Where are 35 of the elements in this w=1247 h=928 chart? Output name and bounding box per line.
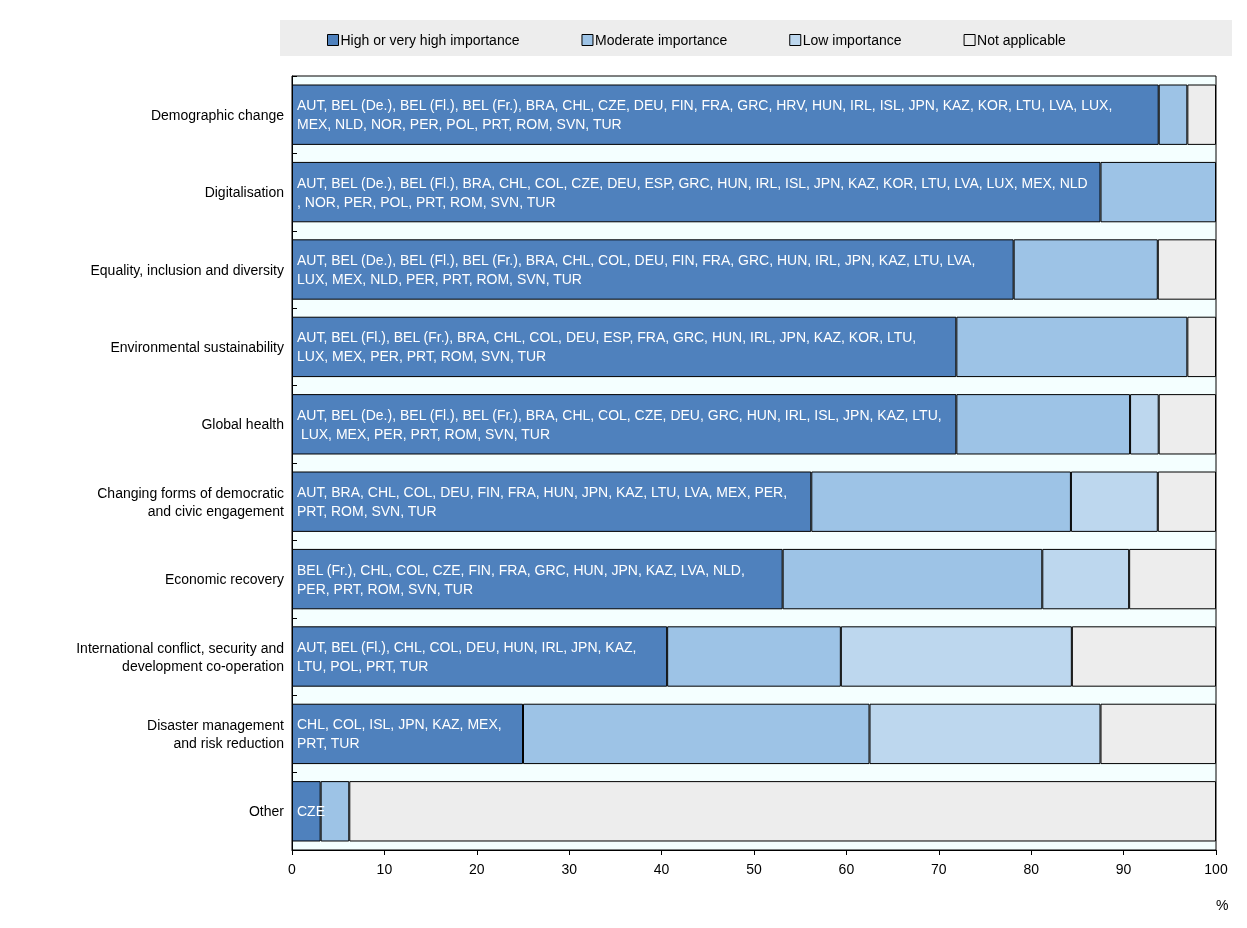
data-label: AUT, BEL (Fl.), CHL, COL, DEU, HUN, IRL, JPN, KAZ, LTU, POL, PRT, TUR <box>297 639 641 674</box>
x-tick-label: 20 <box>469 861 485 877</box>
legend-label: High or very high importance <box>340 32 520 48</box>
legend-label: Moderate importance <box>594 32 728 48</box>
x-tick-label: 40 <box>653 861 670 877</box>
data-label: AUT, BEL (Fl.), BEL (Fr.), BRA, CHL, COL, DEU, ESP, FRA, GRC, HUN, IRL, JPN, KAZ, KOR, LTU, LUX, MEX, PER, PRT, ROM, SVN, TUR <box>297 329 921 365</box>
y-tick-label: Changing forms of democratic and civic engagement <box>97 484 285 519</box>
data-label: AUT, BEL (De.), BEL (Fl.), BEL (Fr.), BRA, CHL, COL, DEU, FIN, FRA, GRC, HUN, IRL, JPN, KAZ, LTU, LVA, LUX, MEX, NLD, PER, PRT, ROM, SVN, TUR <box>297 252 980 287</box>
y-tick-label: Environmental sustainability <box>110 338 284 355</box>
y-tick-label: Global health <box>201 416 284 433</box>
x-axis-title: % <box>1216 897 1229 913</box>
legend-label: Low importance <box>802 32 902 48</box>
data-label: AUT, BEL (De.), BEL (Fl.), BRA, CHL, COL, CZE, DEU, ESP, GRC, HUN, IRL, ISL, JPN, KAZ, KOR, LTU, LVA, LUX, MEX, NLD, NOR, PER, POL, PRT, ROM, SVN, TUR <box>297 174 1088 210</box>
y-tick-label: International conflict, security and development co-operation <box>76 639 284 674</box>
x-tick-label: 0 <box>288 861 297 877</box>
x-tick-label: 60 <box>838 861 855 877</box>
y-tick-label: Demographic change <box>150 106 285 123</box>
y-tick-label: Equality, inclusion and diversity <box>90 261 284 278</box>
data-label: AUT, BEL (De.), BEL (Fl.), BEL (Fr.), BRA, CHL, CZE, DEU, FIN, FRA, GRC, HRV, HUN, IRL, ISL, JPN, KAZ, KOR, LTU, LVA, LUX, MEX, NLD, NOR, PER, POL, PRT, ROM, SVN, TUR <box>297 97 1117 133</box>
x-tick-label: 80 <box>1023 861 1040 877</box>
x-tick-label: 30 <box>561 861 578 877</box>
data-label: AUT, BRA, CHL, COL, DEU, FIN, FRA, HUN, JPN, KAZ, LTU, LVA, MEX, PER, PRT, ROM, SVN, TUR <box>297 484 791 520</box>
x-tick-label: 90 <box>1115 861 1132 877</box>
data-label: CHL, COL, ISL, JPN, KAZ, MEX, PRT, TUR <box>297 716 506 752</box>
y-tick-label: Digitalisation <box>204 184 284 201</box>
data-label: BEL (Fr.), CHL, COL, CZE, FIN, FRA, GRC, HUN, JPN, KAZ, LVA, NLD, PER, PRT, ROM, SVN, TUR <box>297 561 749 597</box>
legend-label: Not applicable <box>977 32 1067 48</box>
x-tick-label: 50 <box>746 861 762 877</box>
y-tick-label: Economic recovery <box>164 571 284 588</box>
y-tick-label: Other <box>248 803 285 820</box>
data-label: AUT, BEL (De.), BEL (Fl.), BEL (Fr.), BRA, CHL, COL, CZE, DEU, GRC, HUN, IRL, ISL, JPN, KAZ, LTU, LUX, MEX, PER, PRT, ROM, SVN, TUR <box>297 406 942 442</box>
x-tick-label: 70 <box>931 861 947 877</box>
x-tick-label: 100 <box>1204 861 1228 877</box>
y-tick-label: Disaster management and risk reduction <box>147 716 285 751</box>
x-tick-label: 10 <box>376 861 393 877</box>
